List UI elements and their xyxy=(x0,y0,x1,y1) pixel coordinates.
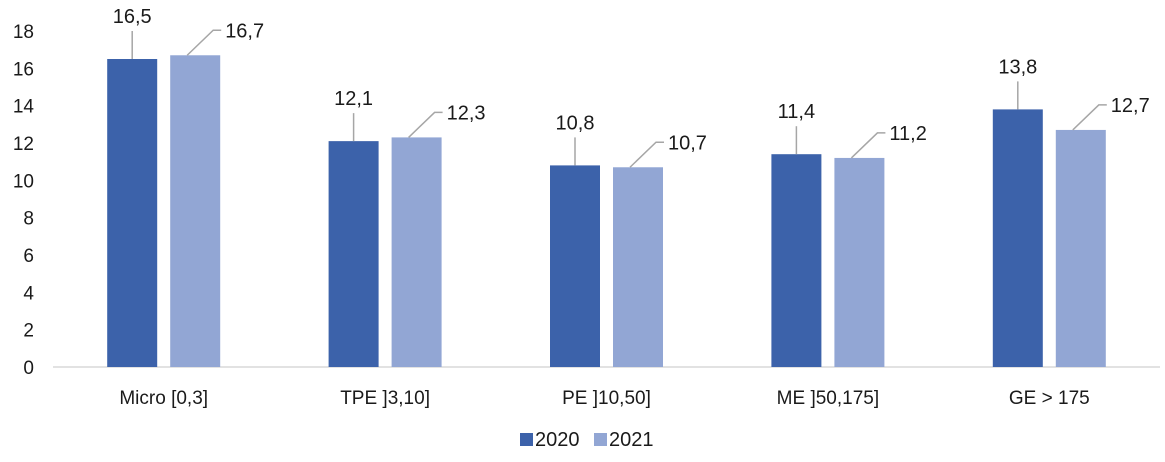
y-tick-label: 0 xyxy=(23,358,34,379)
bar-2020-4 xyxy=(992,109,1043,368)
bar-2021-1 xyxy=(391,137,442,367)
leader-line xyxy=(186,29,222,56)
x-category-label: Micro [0,3] xyxy=(119,388,208,409)
leader-line xyxy=(1072,104,1107,131)
y-tick-label: 14 xyxy=(13,97,35,118)
legend-label: 2021 xyxy=(609,429,654,451)
legend-label: 2020 xyxy=(535,429,580,451)
x-category-label: PE ]10,50] xyxy=(562,388,651,409)
data-label: 10,8 xyxy=(556,112,595,134)
legend-swatch-2020 xyxy=(520,433,533,446)
y-tick-label: 12 xyxy=(13,134,34,155)
data-label: 12,7 xyxy=(1111,95,1150,117)
bar-2021-2 xyxy=(613,167,663,367)
bar-2020-3 xyxy=(771,154,822,367)
data-label: 12,3 xyxy=(447,102,486,124)
x-category-label: GE > 175 xyxy=(1009,388,1090,409)
data-label: 11,2 xyxy=(889,123,926,145)
bar-2021-4 xyxy=(1055,129,1106,367)
leader-line xyxy=(850,132,886,159)
y-tick-label: 8 xyxy=(23,209,34,230)
leader-line xyxy=(408,111,443,138)
data-label: 16,5 xyxy=(113,6,152,28)
bar-2021-3 xyxy=(834,157,885,367)
legend-swatch-2021 xyxy=(594,433,607,446)
x-category-label: ME ]50,175] xyxy=(777,388,879,409)
data-label: 11,4 xyxy=(778,101,815,123)
bar-2020-2 xyxy=(550,165,600,367)
y-tick-label: 2 xyxy=(23,321,34,342)
bar-2020-1 xyxy=(328,141,379,367)
x-category-label: TPE ]3,10] xyxy=(340,388,430,409)
data-label: 13,8 xyxy=(998,56,1037,78)
data-label: 10,7 xyxy=(668,132,707,154)
data-label: 16,7 xyxy=(225,20,264,42)
y-tick-label: 6 xyxy=(23,246,34,267)
y-tick-label: 4 xyxy=(23,283,34,304)
bar-2021-0 xyxy=(170,55,221,368)
y-tick-label: 10 xyxy=(13,171,34,192)
y-tick-label: 18 xyxy=(13,22,34,43)
data-label: 12,1 xyxy=(334,88,373,110)
y-tick-label: 16 xyxy=(13,59,34,80)
leader-line xyxy=(629,141,664,168)
bar-2020-0 xyxy=(107,59,158,367)
